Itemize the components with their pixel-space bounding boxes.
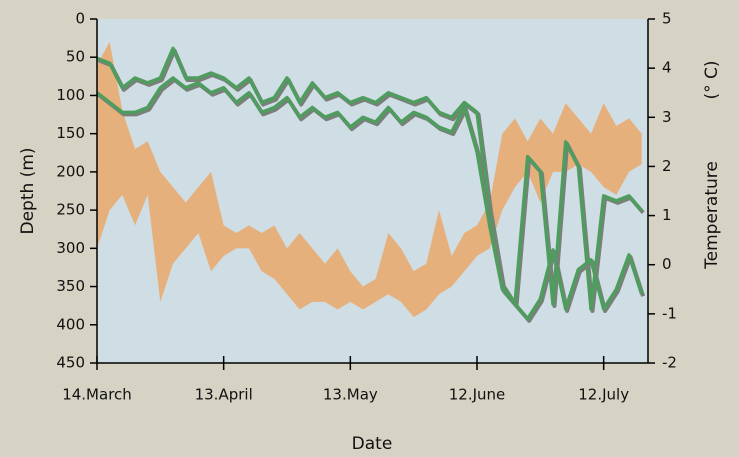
y2-tick-label: -2	[662, 354, 677, 372]
y-tick-label: 200	[56, 162, 85, 180]
y2-tick-label: 4	[662, 59, 672, 77]
y-tick-label: 250	[56, 201, 85, 219]
x-axis-label: Date	[352, 434, 393, 454]
temperature-line	[95, 76, 644, 321]
x-tick-label: 13.April	[195, 386, 253, 404]
y-tick-label: 450	[56, 354, 85, 372]
y-tick-label: 0	[75, 10, 85, 28]
y2-tick-label: 1	[662, 206, 672, 224]
y-tick-label: 300	[56, 239, 85, 257]
x-tick-label: 12.June	[449, 386, 506, 404]
x-tick-label: 13.May	[323, 386, 378, 404]
y2-tick-label: 0	[662, 255, 672, 273]
x-tick-label: 12.July	[578, 386, 629, 404]
depth-range	[97, 41, 642, 318]
temperature-line	[96, 46, 643, 311]
y-tick-label: 150	[56, 124, 85, 142]
y2-axis-unit: (° C)	[702, 60, 722, 99]
y2-tick-label: 2	[662, 157, 672, 175]
y-tick-label: 100	[56, 86, 85, 104]
y2-axis-label: Temperature	[702, 161, 722, 270]
y-tick-label: 350	[56, 277, 85, 295]
y-tick-label: 50	[66, 48, 85, 66]
y2-tick-label: 5	[662, 10, 672, 28]
y2-tick-label: 3	[662, 108, 672, 126]
x-tick-label: 14.March	[62, 386, 132, 404]
y-tick-label: 400	[56, 315, 85, 333]
y2-tick-label: -1	[662, 304, 677, 322]
y-axis-label: Depth (m)	[18, 147, 38, 234]
